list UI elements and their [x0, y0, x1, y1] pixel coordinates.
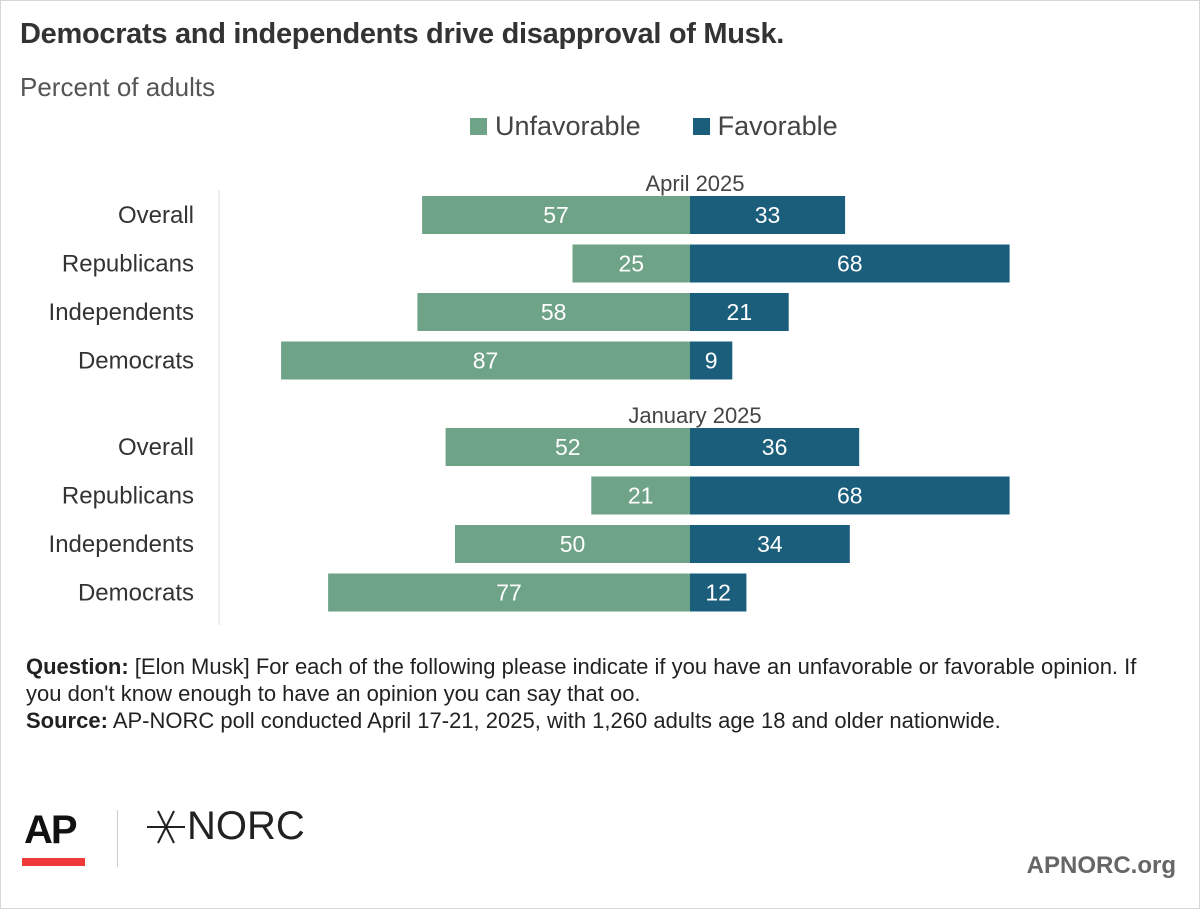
chart-title: Democrats and independents drive disappr…	[20, 18, 785, 50]
data-label-unfavorable: 77	[496, 580, 522, 606]
group-label: January 2025	[628, 403, 761, 428]
norc-logo-text: NORC	[187, 804, 305, 848]
bar-favorable	[690, 573, 747, 612]
category-label: Republicans	[62, 251, 194, 278]
data-label-favorable: 21	[727, 299, 753, 325]
bar-unfavorable	[281, 341, 690, 380]
bar-favorable	[690, 196, 846, 234]
source-url: APNORC.org	[1026, 852, 1176, 879]
source-note: Source: AP-NORC poll conducted April 17-…	[26, 707, 1146, 734]
legend-label-favorable: Favorable	[717, 111, 838, 141]
data-label-favorable: 9	[705, 348, 718, 374]
legend: Unfavorable Favorable	[470, 111, 838, 142]
bar-favorable	[690, 244, 1010, 283]
bar-unfavorable	[455, 525, 690, 563]
data-label-favorable: 68	[837, 483, 863, 509]
data-label-favorable: 34	[757, 531, 783, 557]
ap-logo-underline	[22, 858, 85, 866]
category-label: Independents	[49, 531, 194, 558]
bar-unfavorable	[422, 196, 690, 234]
category-label: Democrats	[78, 348, 194, 375]
data-label-unfavorable: 87	[473, 348, 499, 374]
source-label: Source:	[26, 708, 108, 733]
data-label-favorable: 12	[705, 580, 731, 606]
category-label: Republicans	[62, 483, 194, 510]
legend-item-unfavorable: Unfavorable	[470, 111, 641, 142]
legend-label-unfavorable: Unfavorable	[495, 111, 641, 141]
legend-item-favorable: Favorable	[692, 111, 838, 142]
ap-logo: AP	[24, 808, 78, 852]
data-label-favorable: 33	[755, 202, 781, 228]
bar-unfavorable	[328, 573, 690, 612]
data-label-unfavorable: 52	[555, 434, 581, 460]
group-label: April 2025	[645, 171, 744, 196]
category-label: Overall	[118, 434, 194, 461]
category-label: Overall	[118, 202, 194, 229]
bar-unfavorable	[591, 476, 690, 515]
data-label-unfavorable: 57	[543, 202, 569, 228]
bar-unfavorable	[572, 244, 690, 283]
data-label-unfavorable: 58	[541, 299, 567, 325]
footnote: Question: [Elon Musk] For each of the fo…	[26, 653, 1146, 734]
logo-divider	[117, 810, 118, 867]
category-label: Democrats	[78, 580, 194, 607]
legend-swatch-unfavorable	[470, 118, 487, 135]
bar-favorable	[690, 341, 733, 380]
bar-favorable	[690, 525, 850, 563]
source-text: AP-NORC poll conducted April 17-21, 2025…	[107, 708, 1001, 733]
category-label: Independents	[49, 299, 194, 326]
bar-favorable	[690, 428, 860, 466]
data-label-unfavorable: 50	[560, 531, 586, 557]
bar-favorable	[690, 293, 789, 331]
data-label-favorable: 36	[762, 434, 788, 460]
question-text: [Elon Musk] For each of the following pl…	[26, 654, 1137, 706]
bar-unfavorable	[445, 428, 690, 466]
legend-swatch-favorable	[692, 118, 710, 135]
question-label: Question:	[26, 654, 129, 679]
data-label-favorable: 68	[837, 251, 863, 277]
data-label-unfavorable: 25	[618, 251, 644, 277]
data-label-unfavorable: 21	[628, 483, 654, 509]
question-note: Question: [Elon Musk] For each of the fo…	[26, 653, 1146, 707]
norc-logo: NORC	[147, 804, 305, 849]
norc-star-icon	[147, 810, 185, 843]
bar-favorable	[690, 476, 1010, 515]
chart-subtitle: Percent of adults	[20, 72, 216, 102]
bar-unfavorable	[417, 293, 690, 331]
